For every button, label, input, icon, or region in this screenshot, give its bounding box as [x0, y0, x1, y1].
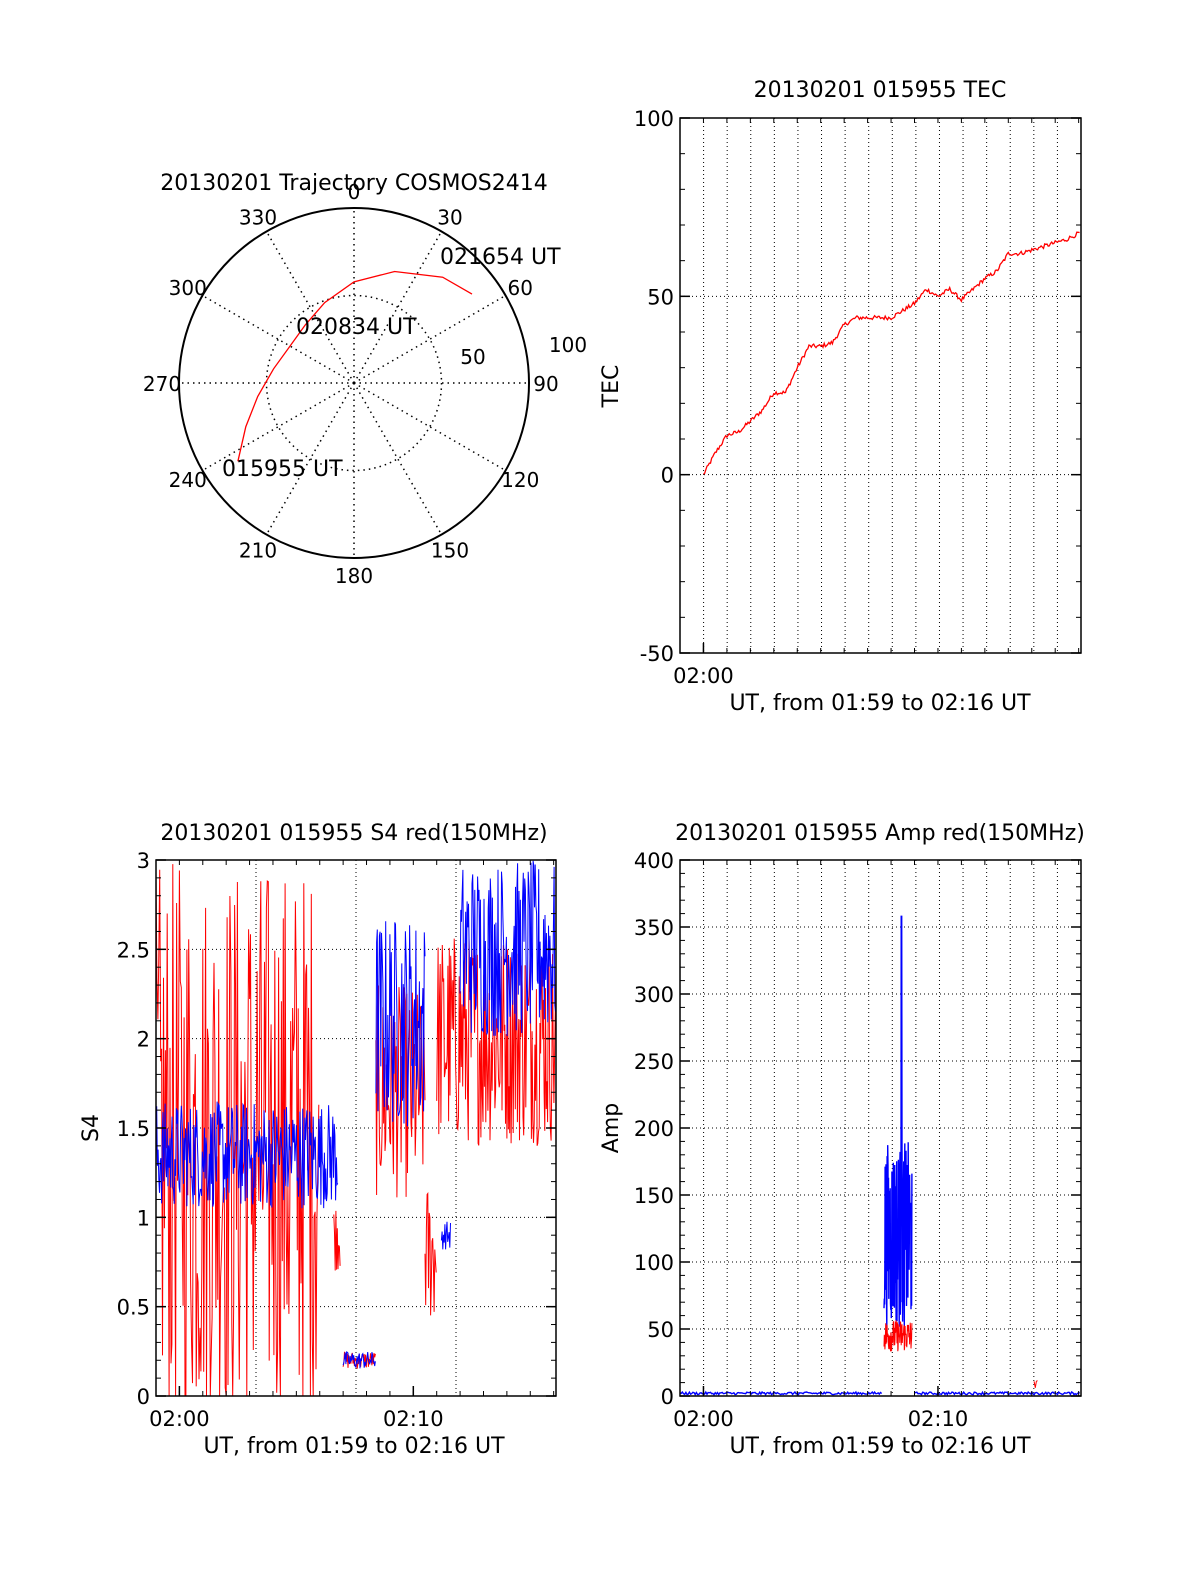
x-tick-label: 02:00 — [673, 1407, 734, 1431]
polar-azimuth-tick-label: 330 — [239, 206, 277, 230]
s4-series — [155, 860, 557, 1397]
s4-red-series — [333, 1210, 341, 1271]
tec-ylabel: TEC — [599, 365, 624, 409]
polar-grid-circle — [265, 294, 443, 472]
polar-title: 20130201 Trajectory COSMOS2414 — [160, 171, 547, 196]
polar-chart: 20130201 Trajectory COSMOS2414 0 30 60 90 12… — [143, 171, 587, 588]
y-tick-label: 350 — [634, 916, 674, 940]
polar-azimuth-tick-label: 90 — [533, 372, 558, 396]
tec-series-line — [703, 231, 1080, 475]
amp-chart: 20130201 015955 Amp red(150MHz) 400 350 30… — [599, 821, 1085, 1459]
s4-title: 20130201 015955 S4 red(150MHz) — [160, 821, 547, 846]
polar-azimuth-tick-label: 270 — [143, 372, 181, 396]
s4-blue-series — [342, 1351, 376, 1369]
s4-blue-series — [440, 1221, 451, 1250]
y-tick-label: 0 — [137, 1385, 150, 1409]
s4-blue-series — [459, 860, 556, 1037]
s4-ylabel: S4 — [79, 1114, 104, 1142]
y-tick-label: 250 — [634, 1050, 674, 1074]
y-tick-label: 300 — [634, 983, 674, 1007]
y-tick-label: 2 — [137, 1028, 150, 1052]
y-tick-label: 50 — [647, 1318, 674, 1342]
s4-ticks: 3 2.5 2 1.5 1 0.5 002:00 02:10 — [117, 849, 556, 1431]
polar-azimuth-tick-label: 210 — [239, 538, 277, 562]
x-tick-label: 02:10 — [383, 1407, 444, 1431]
s4-red-series — [424, 1192, 437, 1316]
amp-grid — [680, 860, 1081, 1396]
polar-grid-spoke — [353, 382, 506, 472]
tec-plot-frame — [679, 117, 1082, 654]
s4-chart: 20130201 015955 S4 red(150MHz) 3 2.5 2 1.5 1… — [79, 821, 557, 1459]
polar-annotation-start: 015955 UT — [222, 457, 343, 482]
y-tick-label: 100 — [634, 1251, 674, 1275]
polar-grid-spoke — [353, 382, 443, 535]
x-tick-label: 02:00 — [149, 1407, 210, 1431]
y-tick-label: 50 — [647, 285, 674, 309]
y-tick-label: 200 — [634, 1117, 674, 1141]
x-tick-label: 02:10 — [908, 1407, 969, 1431]
tec-series — [703, 231, 1080, 475]
y-tick-label: 0.5 — [117, 1296, 150, 1320]
polar-radial-tick-100: 100 — [549, 333, 587, 357]
y-tick-label: 400 — [634, 849, 674, 873]
polar-azimuth-tick-label: 300 — [169, 276, 207, 300]
y-tick-label: 150 — [634, 1184, 674, 1208]
tec-title: 20130201 015955 TEC — [754, 78, 1007, 103]
polar-azimuth-tick-label: 180 — [335, 564, 373, 588]
amp-red-series — [883, 1320, 913, 1352]
y-tick-label: -50 — [640, 642, 674, 666]
polar-outer-ring — [178, 207, 530, 559]
polar-azimuth-tick-label: 60 — [508, 276, 533, 300]
tec-xlabel: UT, from 01:59 to 02:16 UT — [729, 691, 1031, 716]
y-tick-label: 1 — [137, 1206, 150, 1230]
polar-azimuth-tick-label: 120 — [501, 468, 539, 492]
polar-trajectory-line — [237, 270, 473, 462]
amp-ylabel: Amp — [599, 1103, 624, 1153]
polar-annotation-mid: 020834 UT — [296, 315, 417, 340]
amp-ticks: 400 350 300 250 200 150 100 50 002:00 02:10 — [634, 849, 1081, 1431]
polar-annotation-end: 021654 UT — [440, 245, 561, 270]
y-tick-label: 100 — [634, 107, 674, 131]
amp-title: 20130201 015955 Amp red(150MHz) — [675, 821, 1085, 846]
polar-azimuth-tick-label: 150 — [431, 538, 469, 562]
amp-blue-series — [679, 1390, 883, 1397]
y-tick-label: 0 — [661, 1385, 674, 1409]
amp-red-series — [1033, 1380, 1038, 1388]
y-tick-label: 0 — [661, 464, 674, 488]
s4-xlabel: UT, from 01:59 to 02:16 UT — [203, 1434, 505, 1459]
amp-series — [679, 915, 1080, 1397]
polar-azimuth-ticks: 0 30 60 90 120 150 180 210 240 270 300 330 — [143, 180, 559, 588]
amp-xlabel: UT, from 01:59 to 02:16 UT — [729, 1434, 1031, 1459]
s4-blue-series — [155, 1101, 339, 1209]
polar-azimuth-tick-label: 30 — [437, 206, 462, 230]
amp-blue-series — [914, 1390, 1080, 1397]
amp-blue-series — [883, 915, 913, 1329]
polar-azimuth-tick-label: 0 — [348, 180, 361, 204]
s4-red-series — [436, 937, 557, 1146]
x-tick-label: 02:00 — [673, 664, 734, 688]
y-tick-label: 2.5 — [117, 938, 150, 962]
polar-radial-tick-50: 50 — [460, 345, 485, 369]
polar-azimuth-tick-label: 240 — [169, 468, 207, 492]
y-tick-label: 3 — [137, 849, 150, 873]
s4-blue-series — [375, 921, 426, 1127]
polar-grid — [179, 208, 529, 558]
y-tick-label: 1.5 — [117, 1117, 150, 1141]
tec-grid — [680, 118, 1081, 653]
